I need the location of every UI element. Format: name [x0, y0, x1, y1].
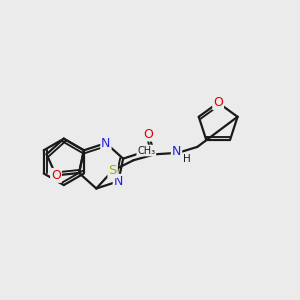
Text: S: S: [109, 164, 117, 177]
Text: N: N: [101, 136, 111, 150]
Text: H: H: [183, 154, 191, 164]
Text: O: O: [213, 96, 223, 109]
Text: N: N: [114, 175, 123, 188]
Text: O: O: [51, 169, 61, 182]
Text: O: O: [143, 128, 153, 141]
Text: N: N: [172, 145, 181, 158]
Text: CH₃: CH₃: [137, 146, 155, 155]
